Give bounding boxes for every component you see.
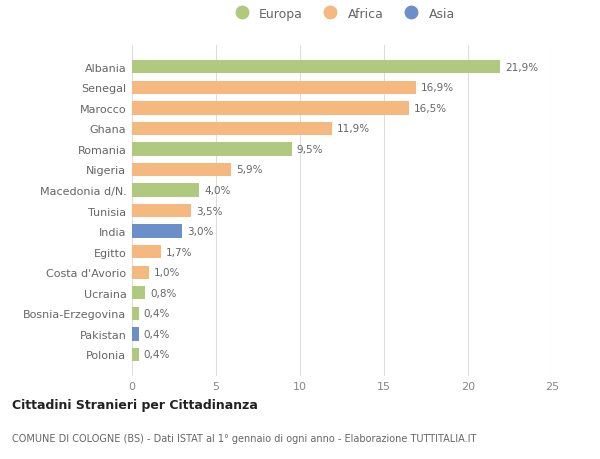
Bar — [132, 348, 139, 361]
Bar — [132, 286, 145, 300]
Text: 1,0%: 1,0% — [154, 268, 180, 278]
Text: 5,9%: 5,9% — [236, 165, 263, 175]
Text: 3,5%: 3,5% — [196, 206, 223, 216]
Bar — [132, 225, 182, 238]
Bar — [132, 246, 161, 259]
Text: 21,9%: 21,9% — [505, 62, 538, 73]
Text: 0,4%: 0,4% — [144, 350, 170, 360]
Text: 11,9%: 11,9% — [337, 124, 370, 134]
Bar — [132, 163, 231, 177]
Bar — [132, 307, 139, 320]
Text: 9,5%: 9,5% — [296, 145, 323, 155]
Text: 1,7%: 1,7% — [166, 247, 192, 257]
Bar — [132, 328, 139, 341]
Text: 16,9%: 16,9% — [421, 83, 454, 93]
Bar — [132, 123, 332, 136]
Bar — [132, 143, 292, 156]
Text: Cittadini Stranieri per Cittadinanza: Cittadini Stranieri per Cittadinanza — [12, 398, 258, 412]
Text: 4,0%: 4,0% — [204, 185, 230, 196]
Legend: Europa, Africa, Asia: Europa, Africa, Asia — [224, 3, 460, 26]
Bar — [132, 61, 500, 74]
Bar — [132, 204, 191, 218]
Text: COMUNE DI COLOGNE (BS) - Dati ISTAT al 1° gennaio di ogni anno - Elaborazione TU: COMUNE DI COLOGNE (BS) - Dati ISTAT al 1… — [12, 433, 476, 442]
Text: 16,5%: 16,5% — [414, 104, 448, 113]
Bar — [132, 266, 149, 280]
Bar — [132, 81, 416, 95]
Bar — [132, 184, 199, 197]
Bar — [132, 102, 409, 115]
Text: 0,4%: 0,4% — [144, 329, 170, 339]
Text: 0,8%: 0,8% — [151, 288, 177, 298]
Text: 3,0%: 3,0% — [187, 227, 214, 237]
Text: 0,4%: 0,4% — [144, 309, 170, 319]
